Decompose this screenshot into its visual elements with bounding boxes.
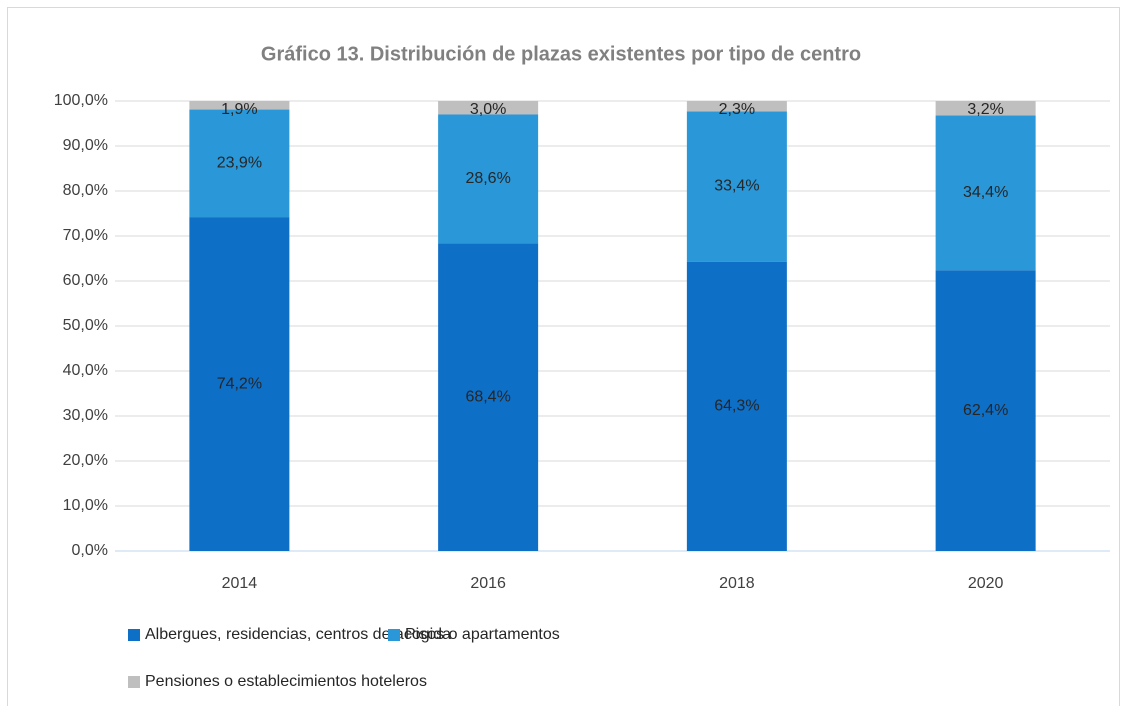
bar-segment xyxy=(438,114,539,244)
bar-segment xyxy=(189,109,290,218)
y-tick-label: 70,0% xyxy=(63,227,108,244)
chart-title: Gráfico 13. Distribución de plazas exist… xyxy=(261,43,861,65)
bar-segment xyxy=(686,261,787,551)
data-label: 74,2% xyxy=(217,375,262,392)
legend-label: Albergues, residencias, centros de acogi… xyxy=(145,626,451,643)
data-label: 34,4% xyxy=(963,184,1008,201)
data-label: 62,4% xyxy=(963,402,1008,419)
legend-swatch xyxy=(128,629,140,641)
bar-segment xyxy=(438,243,539,551)
data-label: 1,9% xyxy=(221,101,257,118)
y-tick-label: 0,0% xyxy=(72,542,108,559)
bar-segment xyxy=(189,217,290,551)
y-tick-label: 40,0% xyxy=(63,362,108,379)
y-tick-label: 20,0% xyxy=(63,452,108,469)
x-tick-label: 2014 xyxy=(222,575,258,592)
bar-segment xyxy=(189,101,290,110)
bar-segment xyxy=(686,111,787,262)
legend-swatch xyxy=(128,676,140,688)
data-label: 3,2% xyxy=(967,101,1003,118)
data-label: 28,6% xyxy=(465,170,510,187)
data-label: 68,4% xyxy=(465,388,510,405)
bar-segment xyxy=(686,101,787,112)
bar-segment xyxy=(438,101,539,115)
y-tick-label: 80,0% xyxy=(63,182,108,199)
y-tick-label: 60,0% xyxy=(63,272,108,289)
bar-segment xyxy=(935,101,1036,116)
x-tick-label: 2020 xyxy=(968,575,1004,592)
legend-label: Pisos o apartamentos xyxy=(405,626,560,643)
y-tick-label: 10,0% xyxy=(63,497,108,514)
data-label: 23,9% xyxy=(217,155,262,172)
y-tick-label: 90,0% xyxy=(63,137,108,154)
x-tick-label: 2018 xyxy=(719,575,755,592)
y-tick-label: 100,0% xyxy=(54,92,108,109)
data-label: 64,3% xyxy=(714,398,759,415)
data-label: 2,3% xyxy=(719,101,755,118)
y-tick-label: 30,0% xyxy=(63,407,108,424)
data-label: 3,0% xyxy=(470,101,506,118)
x-tick-label: 2016 xyxy=(470,575,506,592)
y-tick-label: 50,0% xyxy=(63,317,108,334)
data-label: 33,4% xyxy=(714,178,759,195)
legend-swatch xyxy=(388,629,400,641)
bar-segment xyxy=(935,115,1036,271)
bar-segment xyxy=(935,270,1036,551)
legend-label: Pensiones o establecimientos hoteleros xyxy=(145,673,427,690)
